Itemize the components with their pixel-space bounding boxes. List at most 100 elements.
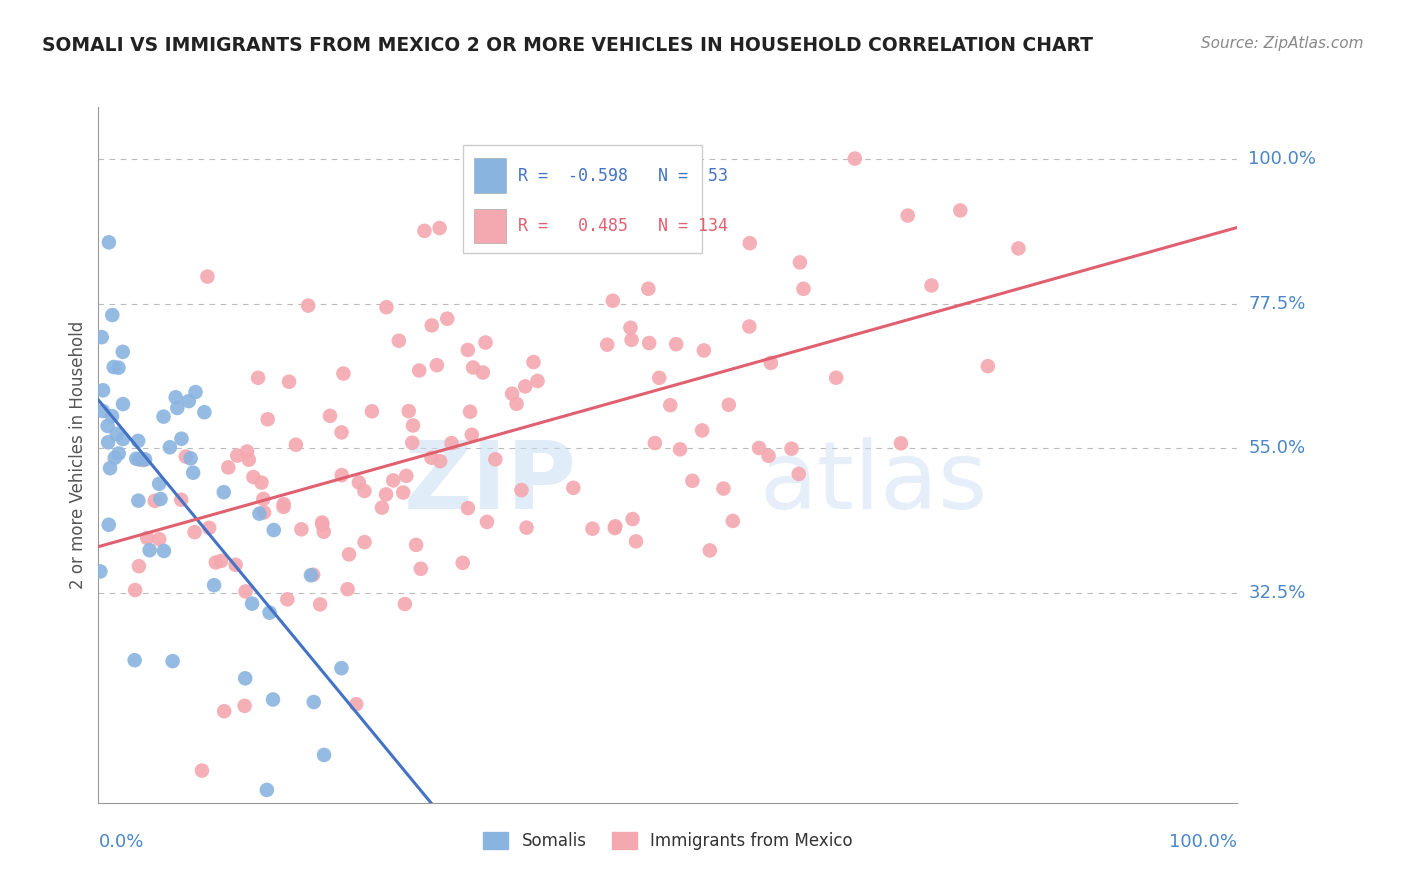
- Point: [515, 521, 537, 535]
- Point: [180, 451, 202, 466]
- Point: [104, 450, 127, 465]
- Point: [97, 235, 120, 250]
- Point: [669, 442, 692, 457]
- Point: [738, 236, 761, 251]
- Point: [420, 318, 443, 333]
- Point: [780, 442, 803, 456]
- Point: [759, 356, 782, 370]
- Point: [256, 412, 278, 426]
- Point: [361, 404, 384, 418]
- Point: [256, 783, 278, 797]
- Text: 100.0%: 100.0%: [1170, 833, 1237, 851]
- Point: [624, 534, 647, 549]
- Point: [648, 371, 671, 385]
- Point: [581, 522, 603, 536]
- Point: [134, 452, 156, 467]
- Point: [330, 468, 353, 483]
- Point: [665, 337, 688, 351]
- Point: [461, 427, 484, 442]
- Point: [457, 343, 479, 357]
- Point: [621, 512, 644, 526]
- Point: [212, 704, 235, 718]
- Point: [413, 224, 436, 238]
- Point: [681, 474, 703, 488]
- Point: [299, 568, 322, 582]
- Point: [890, 436, 912, 450]
- Point: [436, 311, 458, 326]
- Legend: Somalis, Immigrants from Mexico: Somalis, Immigrants from Mexico: [477, 826, 859, 857]
- Point: [278, 375, 301, 389]
- Point: [105, 427, 128, 442]
- Point: [136, 531, 159, 545]
- Point: [152, 409, 174, 424]
- Point: [236, 444, 259, 458]
- Point: [148, 476, 170, 491]
- Point: [568, 235, 591, 249]
- Point: [319, 409, 342, 423]
- Point: [330, 425, 353, 440]
- Point: [401, 435, 423, 450]
- Point: [844, 152, 866, 166]
- Point: [252, 491, 274, 506]
- Point: [461, 360, 484, 375]
- Point: [127, 434, 149, 448]
- Point: [309, 598, 332, 612]
- Text: 32.5%: 32.5%: [1249, 584, 1306, 602]
- Point: [297, 299, 319, 313]
- Point: [101, 409, 124, 423]
- Point: [111, 344, 134, 359]
- Point: [613, 240, 636, 254]
- Point: [197, 269, 219, 284]
- Point: [353, 535, 375, 549]
- Point: [1007, 242, 1029, 256]
- Point: [127, 493, 149, 508]
- Point: [143, 493, 166, 508]
- Text: 77.5%: 77.5%: [1249, 294, 1306, 312]
- Point: [637, 282, 659, 296]
- Point: [897, 209, 920, 223]
- Point: [426, 358, 449, 372]
- Point: [235, 584, 257, 599]
- Point: [398, 404, 420, 418]
- Point: [226, 449, 249, 463]
- Point: [603, 521, 626, 535]
- Point: [738, 319, 761, 334]
- Point: [259, 606, 281, 620]
- Point: [90, 330, 112, 344]
- Point: [977, 359, 1000, 374]
- Point: [240, 597, 263, 611]
- Point: [125, 451, 148, 466]
- Point: [132, 453, 155, 467]
- Point: [124, 653, 146, 667]
- Point: [474, 335, 496, 350]
- Point: [420, 450, 443, 465]
- Point: [596, 337, 619, 351]
- Point: [311, 516, 333, 530]
- Point: [408, 363, 430, 377]
- Point: [177, 394, 200, 409]
- Point: [217, 460, 239, 475]
- Point: [382, 474, 405, 488]
- Text: ZIP: ZIP: [404, 437, 576, 529]
- Point: [699, 543, 721, 558]
- Point: [107, 360, 129, 375]
- Text: 55.0%: 55.0%: [1249, 440, 1306, 458]
- Point: [183, 525, 205, 540]
- Point: [501, 386, 523, 401]
- Point: [97, 419, 120, 434]
- Point: [659, 398, 682, 412]
- Point: [198, 521, 221, 535]
- Point: [630, 201, 652, 215]
- Point: [336, 582, 359, 597]
- Point: [233, 671, 256, 685]
- Point: [153, 544, 176, 558]
- Point: [202, 578, 225, 592]
- Point: [638, 336, 661, 351]
- Point: [128, 452, 150, 467]
- Point: [225, 558, 247, 572]
- Point: [276, 592, 298, 607]
- Point: [170, 492, 193, 507]
- Point: [253, 505, 276, 519]
- Point: [98, 461, 121, 475]
- Text: 100.0%: 100.0%: [1249, 150, 1316, 168]
